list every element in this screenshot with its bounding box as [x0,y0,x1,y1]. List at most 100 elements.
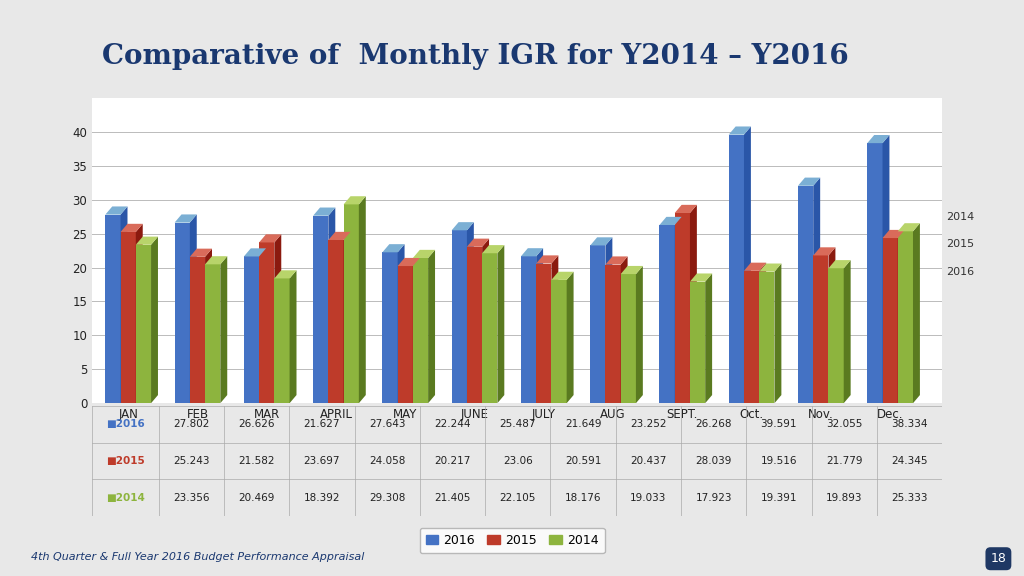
Polygon shape [537,263,551,403]
Polygon shape [898,230,904,403]
Polygon shape [205,264,220,403]
Text: Comparative of  Monthly IGR for Y2014 – Y2016: Comparative of Monthly IGR for Y2014 – Y… [102,43,849,70]
Polygon shape [621,256,628,403]
Polygon shape [136,245,151,403]
Text: 21.582: 21.582 [239,456,274,466]
Polygon shape [358,196,366,403]
Polygon shape [313,207,335,215]
Polygon shape [828,247,836,403]
Polygon shape [744,263,766,271]
Polygon shape [636,266,643,403]
Text: 23.697: 23.697 [304,456,340,466]
Polygon shape [590,245,605,403]
Polygon shape [898,232,913,403]
Text: ■2014: ■2014 [106,492,144,503]
Polygon shape [397,244,404,403]
Polygon shape [883,238,898,403]
Polygon shape [898,223,920,232]
Text: 24.058: 24.058 [369,456,406,466]
Polygon shape [105,206,127,215]
Polygon shape [744,271,759,403]
Polygon shape [828,268,844,403]
Polygon shape [706,274,712,403]
Polygon shape [675,205,697,213]
Text: 32.055: 32.055 [826,419,862,430]
Text: 18.392: 18.392 [304,492,340,503]
Polygon shape [344,196,366,204]
Polygon shape [813,255,828,403]
Polygon shape [174,214,197,222]
Text: 19.893: 19.893 [826,492,862,503]
Polygon shape [566,272,573,403]
Polygon shape [883,230,904,238]
Polygon shape [798,177,820,185]
Polygon shape [274,270,297,278]
Polygon shape [759,263,766,403]
Polygon shape [428,250,435,403]
Polygon shape [828,260,851,268]
Polygon shape [397,266,413,403]
Polygon shape [105,215,121,403]
Polygon shape [521,248,543,256]
Text: 22.244: 22.244 [434,419,471,430]
Text: 38.334: 38.334 [891,419,928,430]
Polygon shape [313,215,329,403]
Text: 4th Quarter & Full Year 2016 Budget Performance Appraisal: 4th Quarter & Full Year 2016 Budget Perf… [31,552,365,562]
Polygon shape [413,250,435,258]
Polygon shape [274,234,282,403]
Polygon shape [259,234,282,242]
Polygon shape [413,258,428,403]
Polygon shape [220,256,227,403]
Text: 19.516: 19.516 [761,456,797,466]
Text: 39.591: 39.591 [761,419,797,430]
Polygon shape [174,222,189,403]
Polygon shape [590,237,612,245]
Text: 20.217: 20.217 [434,456,471,466]
Text: 28.039: 28.039 [695,456,732,466]
Polygon shape [244,248,266,256]
Legend: 2016, 2015, 2014: 2016, 2015, 2014 [420,528,604,554]
Polygon shape [121,206,127,403]
Polygon shape [413,258,420,403]
Text: 19.391: 19.391 [761,492,797,503]
Polygon shape [274,278,290,403]
Polygon shape [121,232,136,403]
Text: 22.105: 22.105 [500,492,536,503]
Polygon shape [344,232,350,403]
Polygon shape [329,240,344,403]
Polygon shape [621,266,643,274]
Polygon shape [844,260,851,403]
Polygon shape [551,255,558,403]
Text: 21.779: 21.779 [826,456,862,466]
Polygon shape [482,238,489,403]
Polygon shape [482,245,504,253]
Text: 25.487: 25.487 [500,419,536,430]
Polygon shape [729,127,751,135]
Polygon shape [798,185,813,403]
Polygon shape [621,274,636,403]
Text: 27.643: 27.643 [369,419,406,430]
Polygon shape [136,237,158,245]
Text: 20.591: 20.591 [565,456,601,466]
Polygon shape [290,270,297,403]
Polygon shape [329,232,350,240]
Polygon shape [382,252,397,403]
Polygon shape [551,272,573,280]
Polygon shape [329,207,335,403]
Polygon shape [259,248,266,403]
Polygon shape [189,249,212,257]
Polygon shape [467,247,482,403]
Polygon shape [605,264,621,403]
Text: 2015: 2015 [946,240,975,249]
Text: 24.345: 24.345 [891,456,928,466]
Text: 18: 18 [990,552,1007,565]
Polygon shape [205,256,227,264]
Polygon shape [659,217,682,225]
Text: ■2015: ■2015 [106,456,144,466]
Polygon shape [452,222,474,230]
Polygon shape [482,253,498,403]
Polygon shape [744,127,751,403]
Text: 23.06: 23.06 [503,456,532,466]
Polygon shape [467,222,474,403]
Polygon shape [813,177,820,403]
